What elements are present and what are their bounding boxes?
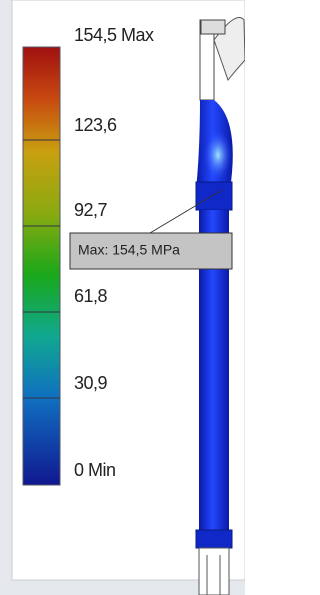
legend-label: 0 Min (74, 460, 116, 480)
legend-label: 30,9 (74, 373, 108, 393)
legend-label: 92,7 (74, 200, 108, 220)
legend-label: 154,5 Max (74, 25, 154, 45)
legend-label: 61,8 (74, 286, 108, 306)
page: 154,5 Max 123,6 92,7 61,8 30,9 0 Min Max: 154… (0, 0, 245, 595)
result-view: 154,5 Max 123,6 92,7 61,8 30,9 0 Min Max: 154… (0, 0, 245, 595)
color-scale (23, 47, 60, 485)
legend-label: 123,6 (74, 115, 117, 135)
callout-text: Max: 154,5 MPa (78, 242, 180, 258)
